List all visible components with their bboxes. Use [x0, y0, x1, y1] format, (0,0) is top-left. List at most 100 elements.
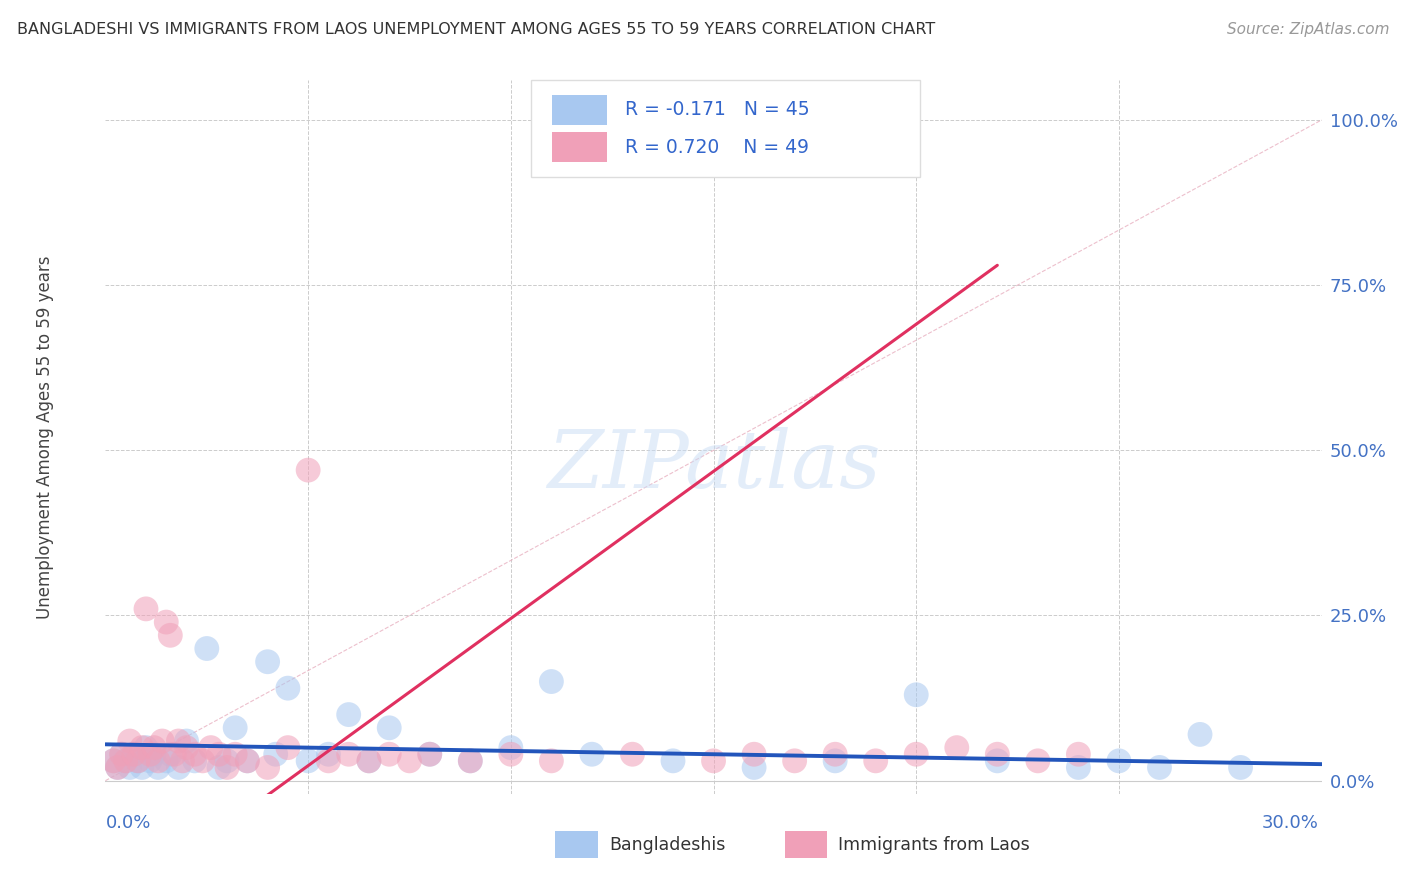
Point [146, 760, 169, 774]
Point [945, 740, 967, 755]
Point [131, 760, 153, 774]
Point [1189, 727, 1212, 741]
Point [176, 740, 198, 755]
Point [135, 602, 157, 616]
Point [183, 754, 205, 768]
Point [905, 688, 928, 702]
Point [297, 754, 319, 768]
Point [131, 740, 153, 755]
Point [139, 754, 162, 768]
Point [986, 747, 1008, 762]
Point [111, 747, 134, 762]
Point [176, 734, 198, 748]
Point [217, 760, 239, 774]
Point [114, 754, 136, 768]
Text: Source: ZipAtlas.com: Source: ZipAtlas.com [1226, 22, 1389, 37]
Point [824, 754, 846, 768]
Point [122, 747, 145, 762]
Point [236, 754, 259, 768]
Point [155, 754, 177, 768]
Point [277, 740, 299, 755]
Point [1026, 754, 1049, 768]
Point [167, 734, 190, 748]
Point [702, 754, 725, 768]
Bar [551, 132, 606, 162]
Point [540, 754, 562, 768]
Point [224, 747, 246, 762]
Point [1149, 760, 1171, 774]
Point [118, 760, 141, 774]
Text: ZIPatlas: ZIPatlas [547, 427, 880, 504]
Point [256, 655, 278, 669]
Point [905, 747, 928, 762]
Point [1229, 760, 1251, 774]
Point [742, 760, 765, 774]
Point [217, 754, 239, 768]
Text: 0.0%: 0.0% [105, 814, 150, 831]
Text: R = 0.720    N = 49: R = 0.720 N = 49 [624, 138, 808, 157]
Point [318, 747, 340, 762]
Point [419, 747, 441, 762]
Point [318, 754, 340, 768]
Point [662, 754, 685, 768]
Point [183, 747, 205, 762]
Point [277, 681, 299, 695]
Text: Bangladeshis: Bangladeshis [609, 836, 725, 854]
Point [143, 740, 166, 755]
Point [208, 747, 231, 762]
FancyBboxPatch shape [531, 80, 921, 177]
Text: 30.0%: 30.0% [1263, 814, 1319, 831]
Point [159, 747, 181, 762]
Point [865, 754, 887, 768]
Point [127, 754, 149, 768]
Text: R = -0.171   N = 45: R = -0.171 N = 45 [624, 100, 810, 119]
Point [419, 747, 441, 762]
Point [1067, 760, 1090, 774]
Point [499, 747, 522, 762]
Point [540, 674, 562, 689]
Point [200, 740, 222, 755]
Point [127, 754, 149, 768]
Point [224, 721, 246, 735]
Point [378, 721, 401, 735]
Point [107, 760, 129, 774]
Point [357, 754, 380, 768]
Point [150, 734, 173, 748]
Point [103, 754, 125, 768]
Point [357, 754, 380, 768]
Point [143, 747, 166, 762]
Point [458, 754, 481, 768]
Point [398, 754, 420, 768]
Point [256, 760, 278, 774]
Point [146, 754, 169, 768]
Point [337, 707, 360, 722]
Point [172, 754, 194, 768]
Point [107, 760, 129, 774]
Text: Unemployment Among Ages 55 to 59 years: Unemployment Among Ages 55 to 59 years [35, 255, 53, 619]
Point [824, 747, 846, 762]
Point [236, 754, 259, 768]
Point [163, 747, 186, 762]
Point [191, 754, 214, 768]
Bar [551, 95, 606, 125]
Point [1108, 754, 1130, 768]
Point [264, 747, 287, 762]
Point [297, 463, 319, 477]
Point [111, 747, 134, 762]
Point [1067, 747, 1090, 762]
Point [114, 754, 136, 768]
Point [118, 734, 141, 748]
Point [155, 615, 177, 629]
Point [159, 628, 181, 642]
Point [378, 747, 401, 762]
Point [195, 641, 218, 656]
Point [581, 747, 603, 762]
Point [103, 754, 125, 768]
Text: Immigrants from Laos: Immigrants from Laos [838, 836, 1029, 854]
Point [337, 747, 360, 762]
Point [122, 747, 145, 762]
Point [783, 754, 806, 768]
Point [742, 747, 765, 762]
Point [499, 740, 522, 755]
Point [458, 754, 481, 768]
